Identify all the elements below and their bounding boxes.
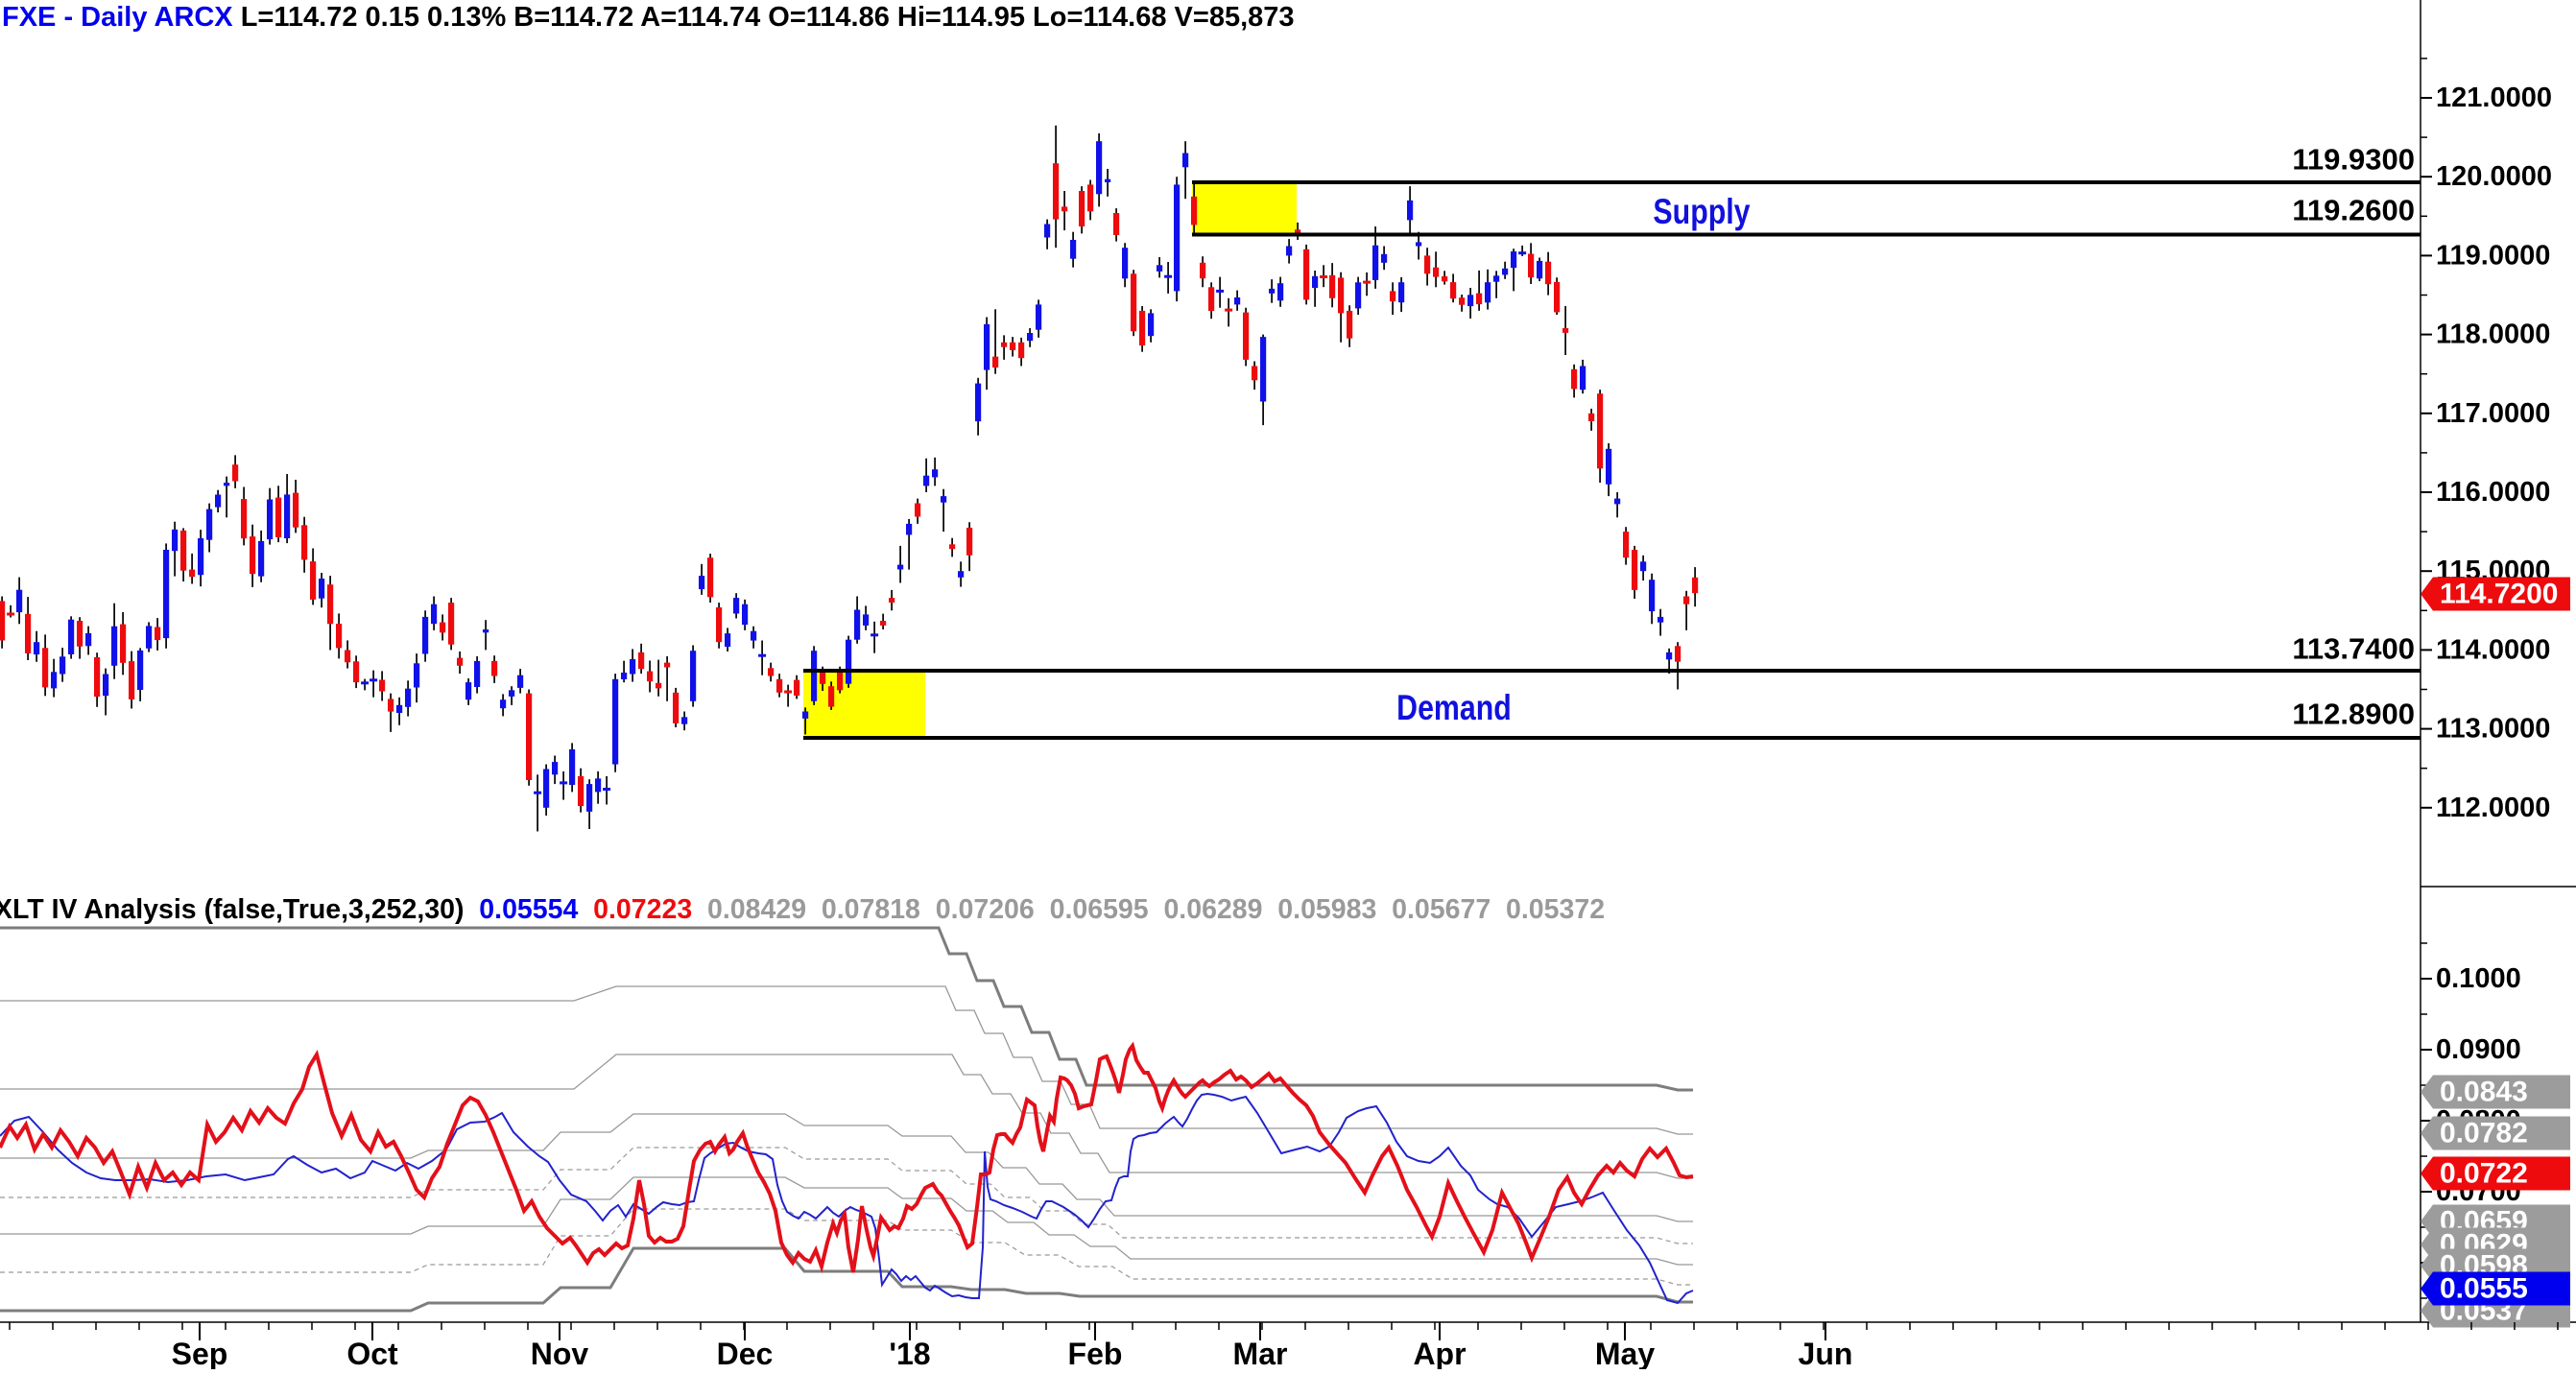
svg-text:Demand: Demand — [1396, 688, 1512, 728]
svg-text:112.0000: 112.0000 — [2436, 793, 2550, 823]
svg-text:Nov: Nov — [531, 1337, 589, 1369]
svg-text:'18: '18 — [889, 1337, 930, 1369]
svg-text:Supply: Supply — [1653, 192, 1750, 232]
svg-text:114.7200: 114.7200 — [2440, 579, 2558, 610]
svg-text:Apr: Apr — [1413, 1337, 1466, 1369]
svg-text:XLT IV Analysis (false,True,3,: XLT IV Analysis (false,True,3,252,30) 0.… — [0, 894, 1605, 925]
svg-text:112.8900: 112.8900 — [2292, 698, 2415, 731]
svg-text:117.0000: 117.0000 — [2436, 398, 2550, 429]
svg-text:0.0722: 0.0722 — [2440, 1158, 2528, 1190]
svg-text:120.0000: 120.0000 — [2436, 161, 2552, 192]
svg-text:119.9300: 119.9300 — [2292, 143, 2415, 177]
svg-text:Mar: Mar — [1233, 1337, 1288, 1369]
svg-text:Sep: Sep — [172, 1337, 228, 1369]
svg-text:114.0000: 114.0000 — [2436, 634, 2550, 665]
svg-text:0.0782: 0.0782 — [2440, 1118, 2528, 1149]
svg-text:118.0000: 118.0000 — [2436, 320, 2550, 350]
svg-text:0.1000: 0.1000 — [2436, 963, 2521, 994]
svg-text:Dec: Dec — [717, 1337, 774, 1369]
svg-text:113.7400: 113.7400 — [2292, 632, 2415, 666]
svg-text:0.0843: 0.0843 — [2440, 1077, 2528, 1108]
svg-text:Jun: Jun — [1799, 1337, 1853, 1369]
svg-text:113.0000: 113.0000 — [2436, 714, 2550, 745]
svg-text:119.2600: 119.2600 — [2292, 194, 2415, 227]
svg-text:119.0000: 119.0000 — [2436, 240, 2550, 271]
svg-text:116.0000: 116.0000 — [2436, 477, 2550, 508]
svg-text:FXE - Daily ARCX L=114.72 0: FXE - Daily ARCX L=114.72 0.15 0.13% B=1… — [2, 2, 1295, 33]
svg-text:0.0555: 0.0555 — [2440, 1273, 2528, 1305]
svg-text:0.0900: 0.0900 — [2436, 1034, 2521, 1065]
svg-text:May: May — [1595, 1337, 1655, 1369]
svg-text:Feb: Feb — [1068, 1337, 1123, 1369]
svg-text:Oct: Oct — [346, 1337, 398, 1369]
svg-text:121.0000: 121.0000 — [2436, 83, 2552, 113]
